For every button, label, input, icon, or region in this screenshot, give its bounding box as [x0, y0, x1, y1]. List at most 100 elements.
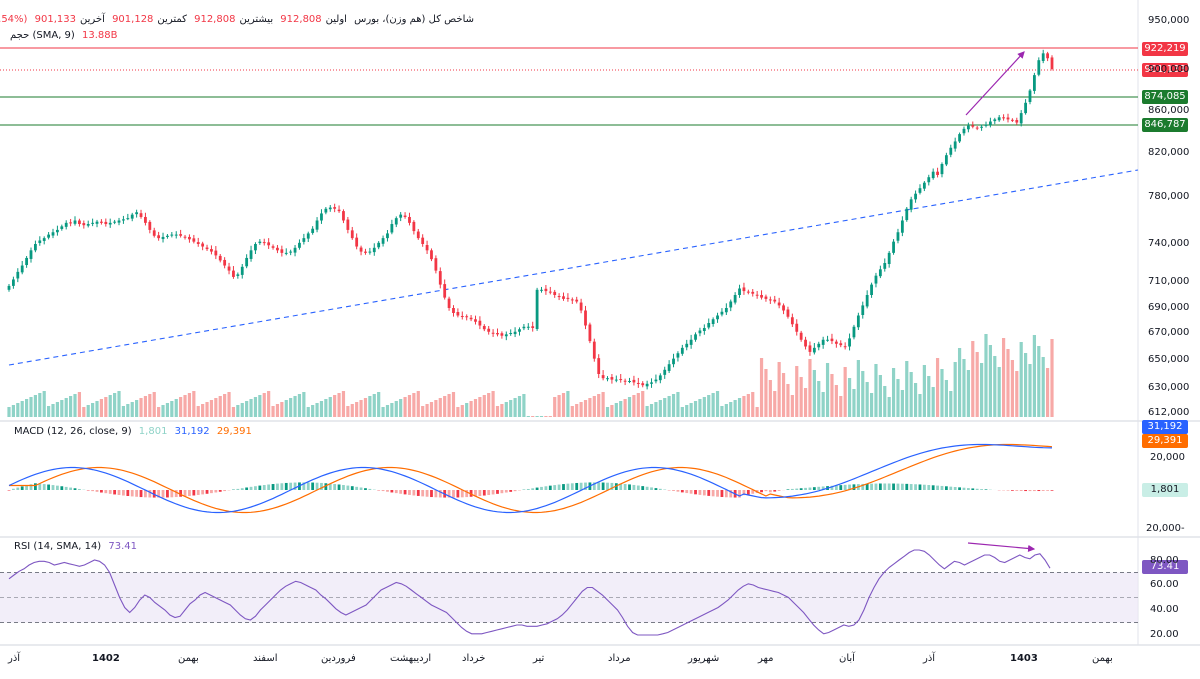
main-legend: شاخص کل (هم وزن)، بورس اولین912,808 بیشت… [0, 14, 478, 26]
candle-body [482, 326, 486, 330]
candle-body [975, 127, 979, 129]
volume-bar [438, 398, 442, 417]
volume-bar [236, 405, 240, 417]
macd-histogram-bar [773, 490, 777, 492]
macd-legend[interactable]: MACD (12, 26, close, 9) 1,801 31,192 29,… [14, 426, 256, 438]
macd-histogram-bar [306, 482, 310, 490]
macd-histogram-bar [786, 489, 790, 490]
volume-bar [698, 399, 702, 417]
candle-body [144, 216, 147, 223]
macd-histogram-bar [768, 490, 772, 493]
price-axis-label: 780,000 [1148, 191, 1190, 202]
macd-histogram-bar [852, 484, 856, 490]
volume-bar [755, 407, 759, 417]
volume-bar [399, 399, 403, 417]
candle-body [694, 334, 697, 340]
candle-body [284, 252, 288, 254]
macd-histogram-bar [1015, 490, 1019, 491]
candle-body [680, 347, 684, 354]
candle-body [654, 379, 658, 382]
macd-histogram-bar [47, 484, 51, 490]
volume-bar [663, 398, 667, 417]
candle-body [839, 343, 843, 346]
volume-bar [91, 403, 95, 417]
time-axis-label: فروردین [321, 653, 356, 664]
macd-histogram-bar [104, 490, 108, 494]
volume-legend[interactable]: حجم (SMA, 9) 13.88B [10, 30, 122, 42]
candle-body [201, 243, 205, 247]
candle-body [394, 218, 398, 225]
macd-histogram-bar [29, 484, 33, 490]
macd-histogram-bar [276, 483, 279, 490]
candle-body [641, 383, 645, 386]
candle-body [900, 220, 904, 233]
last-label: آخرین [80, 14, 105, 25]
candle-body [672, 358, 675, 365]
candle-body [962, 128, 966, 134]
volume-bar [509, 400, 513, 417]
macd-histogram-bar [399, 490, 403, 494]
macd-histogram-bar [971, 488, 975, 490]
volume-bar [759, 358, 764, 417]
macd-histogram-bar [689, 490, 693, 494]
volume-bar [944, 380, 948, 417]
macd-histogram-bar [210, 490, 213, 494]
candle-body [949, 147, 953, 155]
volume-bar [707, 395, 711, 417]
macd-histogram-bar [60, 486, 64, 490]
macd-histogram-bar [592, 482, 596, 490]
volume-bar [667, 396, 671, 417]
volume-bar [1037, 346, 1041, 417]
time-axis-label: آذر [923, 653, 936, 664]
volume-bar [47, 406, 51, 417]
volume-bar [337, 393, 341, 417]
candle-body [887, 252, 891, 265]
time-axis-label: اسفند [253, 653, 278, 664]
macd-histogram-bar [465, 490, 469, 498]
candle-body [205, 247, 209, 250]
macd-histogram-bar [874, 483, 878, 490]
candle-body [438, 271, 442, 285]
macd-histogram-bar [271, 484, 275, 490]
candle-body [588, 324, 592, 342]
macd-histogram-bar [509, 490, 513, 492]
volume-bar [1006, 349, 1010, 417]
macd-histogram-bar [544, 486, 548, 490]
trendline-layer [8, 169, 1139, 366]
macd-histogram-bar [702, 490, 706, 496]
symbol-title[interactable]: شاخص کل (هم وزن)، بورس [354, 14, 474, 25]
macd-histogram-bar [821, 486, 825, 490]
candle-body [971, 125, 975, 127]
macd-histogram-bar [984, 489, 988, 490]
volume-bar [86, 405, 90, 417]
candle-body [122, 219, 125, 221]
price-axis-label: 630,000 [1148, 382, 1190, 393]
candle-body [896, 232, 900, 241]
macd-histogram-bar [504, 490, 508, 493]
rsi-price-tag: 73.41 [1142, 560, 1188, 574]
macd-histogram-bar [51, 485, 55, 490]
macd-histogram-bar [368, 488, 372, 490]
candle-body [927, 177, 931, 183]
volume-bar [271, 406, 275, 417]
volume-bar [482, 395, 486, 417]
macd-histogram-bar [386, 490, 389, 492]
candle-body [192, 238, 196, 242]
candle-body [7, 285, 11, 290]
volume-bar [535, 416, 539, 417]
rsi-line [8, 549, 1051, 636]
candle-body [130, 214, 134, 219]
candle-body [755, 294, 759, 296]
candle-body [1046, 53, 1049, 59]
rsi-legend[interactable]: RSI (14, SMA, 14) 73.41 [14, 541, 141, 553]
candle-body [126, 218, 130, 220]
candle-body [240, 266, 244, 275]
volume-bar [940, 369, 944, 417]
candle-body [386, 233, 389, 239]
volume-bar [971, 341, 975, 417]
volume-bar [658, 400, 662, 417]
volume-bar [289, 398, 293, 417]
volume-bar [187, 393, 192, 417]
macd-histogram-bar [980, 489, 983, 490]
